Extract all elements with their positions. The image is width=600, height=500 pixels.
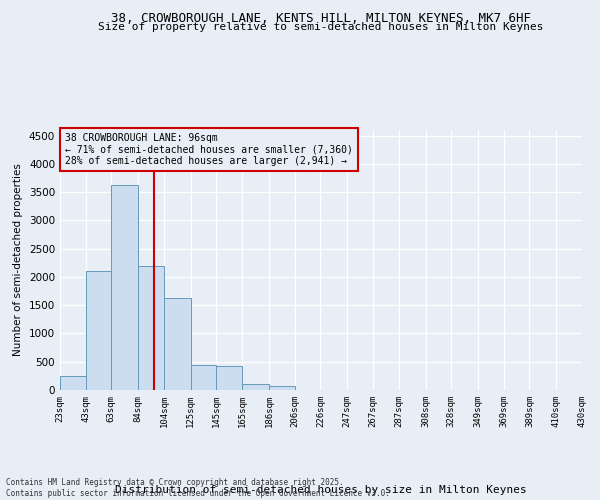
Bar bbox=[112, 186, 138, 390]
Bar bbox=[217, 366, 242, 390]
Text: Distribution of semi-detached houses by size in Milton Keynes: Distribution of semi-detached houses by … bbox=[115, 485, 527, 495]
Bar bbox=[164, 298, 191, 390]
Bar bbox=[242, 384, 269, 390]
Y-axis label: Number of semi-detached properties: Number of semi-detached properties bbox=[13, 164, 23, 356]
Bar bbox=[86, 272, 112, 390]
Text: Size of property relative to semi-detached houses in Milton Keynes: Size of property relative to semi-detach… bbox=[98, 22, 544, 32]
Bar bbox=[269, 386, 295, 390]
Text: Contains HM Land Registry data © Crown copyright and database right 2025.
Contai: Contains HM Land Registry data © Crown c… bbox=[6, 478, 390, 498]
Bar bbox=[138, 266, 164, 390]
Text: 38, CROWBOROUGH LANE, KENTS HILL, MILTON KEYNES, MK7 6HF: 38, CROWBOROUGH LANE, KENTS HILL, MILTON… bbox=[111, 12, 531, 26]
Bar bbox=[191, 365, 217, 390]
Text: 38 CROWBOROUGH LANE: 96sqm
← 71% of semi-detached houses are smaller (7,360)
28%: 38 CROWBOROUGH LANE: 96sqm ← 71% of semi… bbox=[65, 132, 353, 166]
Bar bbox=[60, 376, 86, 390]
